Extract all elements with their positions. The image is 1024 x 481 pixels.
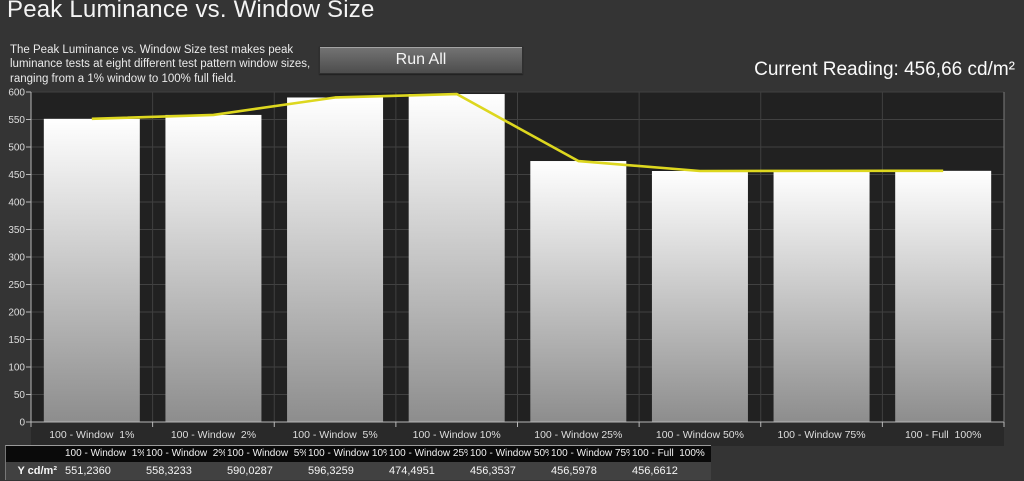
x-category-label: 100 - Full 100% [905,429,981,441]
table-corner-cell [6,446,63,462]
luminance-trend-line [91,92,944,173]
table-value-cell-2: 590,0287 [227,465,273,477]
y-tick-label: 0 [19,418,25,429]
x-category-label: 100 - Window 5% [292,429,377,441]
x-category-label: 100 - Window 75% [777,429,865,441]
y-tick-label: 250 [8,280,25,291]
y-tick-label: 300 [8,253,25,264]
y-tick-label: 550 [8,115,25,126]
x-category-label: 100 - Window 25% [534,429,622,441]
y-tick-label: 50 [14,390,26,401]
y-tick-label: 450 [8,170,25,181]
table-header-cell-0: 100 - Window 1% [65,448,144,459]
table-row-label: Y cd/m² [17,465,57,477]
table-value-cell-4: 474,4951 [389,465,435,477]
table-value-cell-6: 456,5978 [551,465,597,477]
chart-bar-2 [287,97,384,422]
table-value-cell-1: 558,3233 [146,465,192,477]
table-value-cell-3: 596,3259 [308,465,354,477]
current-reading: Current Reading: 456,66 cd/m² [754,59,1015,80]
table-header-cell-6: 100 - Window 75% [551,448,630,459]
run-all-button[interactable]: Run All [319,46,523,74]
results-table: 100 - Window 1% 100 - Window 2% 100 - Wind… [5,445,711,480]
test-description: The Peak Luminance vs. Window Size test … [10,43,311,86]
table-value-cell-5: 456,3537 [470,465,516,477]
table-header-cell-5: 100 - Window 50% [470,448,549,459]
chart-bar-1 [165,114,262,423]
x-category-label: 100 - Window 10% [413,429,501,441]
y-tick-label: 150 [8,335,25,346]
x-category-label: 100 - Window 50% [656,429,744,441]
chart-bar-4 [530,161,627,422]
chart-bar-0 [43,118,140,423]
table-value-row: Y cd/m² 551,2360 558,3233 590,0287 596,3259 4… [6,462,711,480]
chart-bar-5 [651,171,748,422]
x-category-label: 100 - Window 2% [171,429,256,441]
y-tick-label: 600 [8,88,25,99]
y-tick-label: 400 [8,198,25,209]
chart-bar-7 [895,170,992,422]
y-tick-label: 350 [8,225,25,236]
luminance-bar-chart: 0 50 100 150 200 250 300 350 400 450 500 550 600 100 … [8,88,1005,446]
table-header-cell-1: 100 - Window 2% [146,448,225,459]
table-header-cell-7: 100 - Full 100% [632,448,705,459]
chart-bar-3 [408,94,505,422]
y-tick-label: 100 [8,363,25,374]
y-tick-label: 500 [8,143,25,154]
y-tick-label: 200 [8,308,25,319]
table-value-cell-7: 456,6612 [632,465,678,477]
table-header-cell-3: 100 - Window 10% [308,448,387,459]
table-value-cell-0: 551,2360 [65,465,111,477]
table-header-row: 100 - Window 1% 100 - Window 2% 100 - Wind… [6,446,711,462]
table-header-cell-4: 100 - Window 25% [389,448,468,459]
table-header-cell-2: 100 - Window 5% [227,448,306,459]
chart-bar-6 [773,170,870,422]
page-title: Peak Luminance vs. Window Size [7,0,375,23]
x-category-label: 100 - Window 1% [49,429,134,441]
